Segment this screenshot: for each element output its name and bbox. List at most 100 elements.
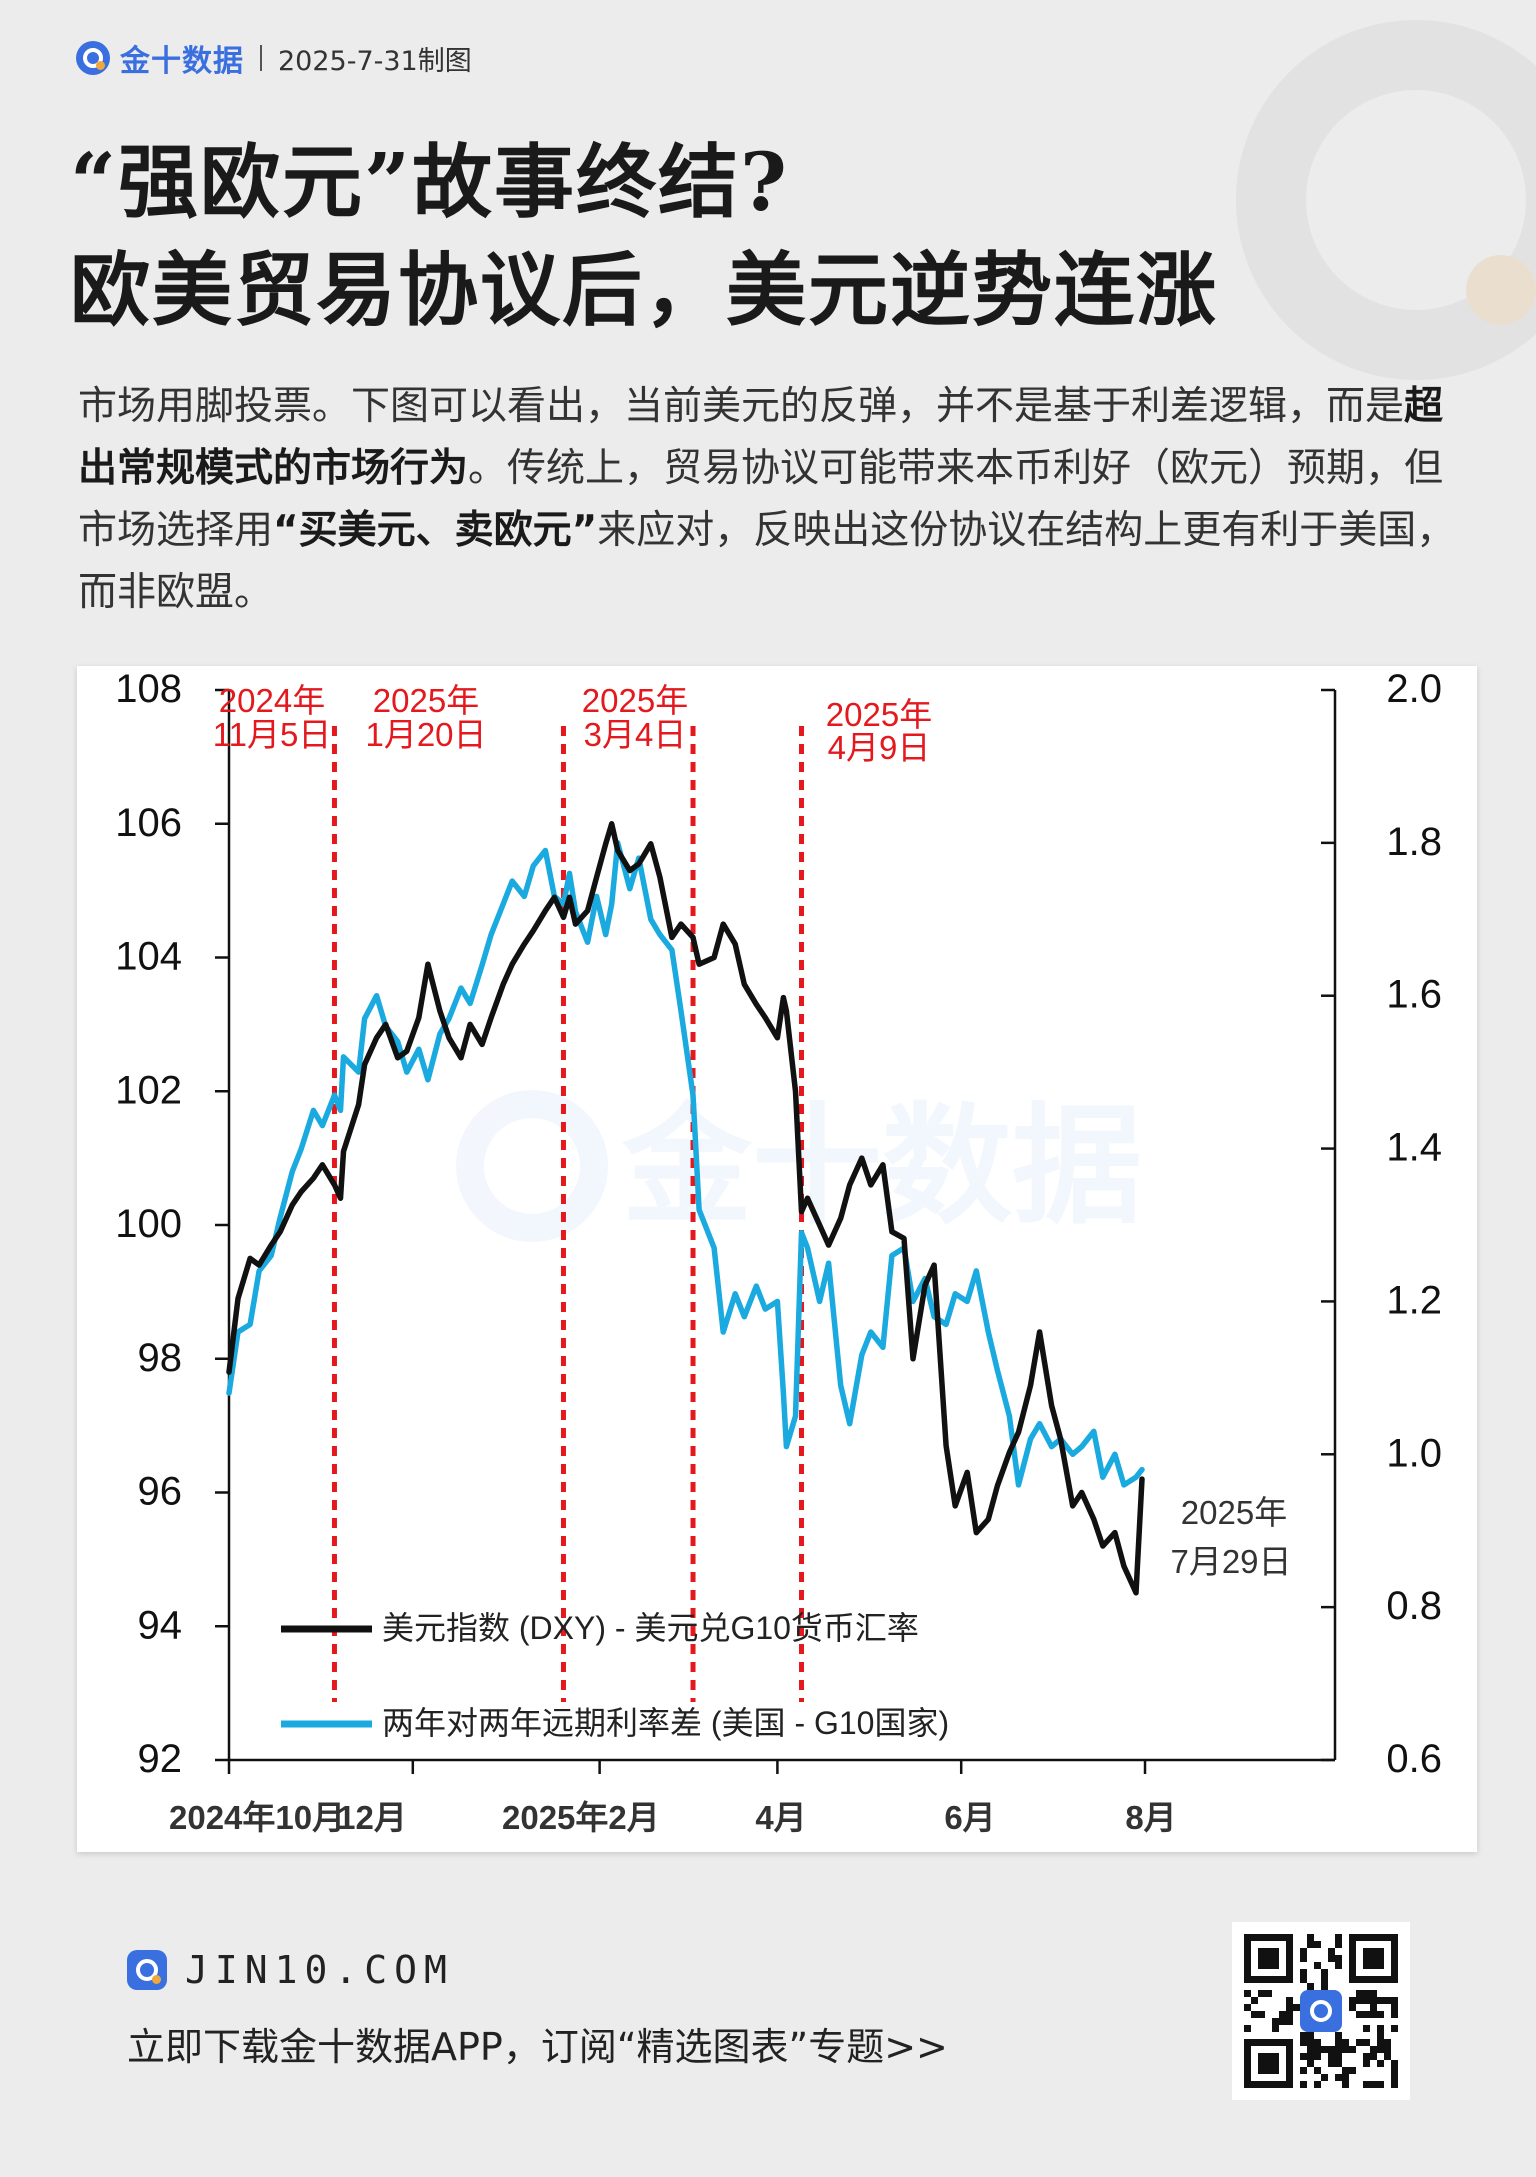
- qr-module: [1349, 2004, 1356, 2011]
- footer-cta[interactable]: 立即下载金十数据APP，订阅“精选图表”专题>>: [127, 2025, 948, 2069]
- qr-module: [1314, 1941, 1321, 1948]
- chart-axes: 108 106 104 102 100 98 96 94 92 2.0 1.8 1.6 1.4 1.2 1.…: [115, 667, 1442, 1836]
- qr-module: [1314, 2046, 1321, 2053]
- qr-module: [1265, 1990, 1272, 1997]
- line-chart: 金十数据 108 106 104 102 100 98 96 94 92 2.0 1.8 1.6 1.4…: [115, 667, 1442, 1836]
- qr-module: [1356, 2011, 1363, 2018]
- qr-finder-inner: [1258, 2053, 1279, 2074]
- right-tick-label: 1.2: [1386, 1278, 1442, 1322]
- qr-module: [1391, 2074, 1398, 2081]
- qr-module: [1300, 2053, 1307, 2060]
- qr-module: [1335, 2060, 1342, 2067]
- title-line-2: 欧美贸易协议后，美元逆势连涨: [70, 243, 1218, 337]
- legend-label: 美元指数 (DXY) - 美元兑G10货币汇率: [382, 1610, 919, 1646]
- series-lines: [226, 821, 1145, 1596]
- qr-module: [1286, 2018, 1293, 2025]
- description: 市场用脚投票。下图可以看出，当前美元的反弹，并不是基于利差逻辑，而是超出常规模式…: [78, 376, 1478, 624]
- qr-finder-inner: [1363, 1948, 1384, 1969]
- qr-module: [1314, 2039, 1321, 2046]
- qr-module: [1370, 2011, 1377, 2018]
- legend-label: 两年对两年远期利率差 (美国 - G10国家): [382, 1705, 949, 1741]
- qr-module: [1391, 2004, 1398, 2011]
- qr-module: [1356, 1990, 1363, 1997]
- qr-module: [1307, 1934, 1314, 1941]
- qr-module: [1314, 2053, 1321, 2060]
- qr-module: [1377, 2081, 1384, 2088]
- page-title: “强欧元”故事终结? 欧美贸易协议后，美元逆势连涨: [70, 128, 1218, 344]
- qr-module: [1321, 1969, 1328, 1976]
- header-brand: 金十数据 2025-7-31制图: [76, 38, 472, 79]
- left-tick-label: 92: [138, 1737, 183, 1781]
- event-label-year: 2025年: [373, 682, 479, 719]
- x-tick-label: 6月: [944, 1799, 995, 1836]
- event-label-year: 2025年: [582, 682, 688, 719]
- qr-module: [1258, 2011, 1265, 2018]
- qr-module: [1363, 1990, 1370, 1997]
- qr-module: [1370, 2004, 1377, 2011]
- jin10-logo-icon: [76, 41, 110, 75]
- qr-module: [1377, 1997, 1384, 2004]
- qr-module: [1377, 2046, 1384, 2053]
- qr-module: [1335, 1934, 1342, 1941]
- description-bold-1: 超出常规模式的市场行为: [78, 384, 1444, 491]
- brand-name: 金十数据: [120, 44, 244, 79]
- qr-module: [1377, 2032, 1384, 2039]
- left-tick-label: 108: [115, 667, 182, 711]
- qr-module: [1349, 2046, 1356, 2053]
- left-tick-label: 106: [115, 801, 182, 845]
- qr-module: [1335, 1941, 1342, 1948]
- qr-module: [1342, 2046, 1349, 2053]
- qr-module: [1342, 2074, 1349, 2081]
- qr-module: [1370, 1997, 1377, 2004]
- qr-module: [1377, 2025, 1384, 2032]
- qr-module: [1251, 1997, 1258, 2004]
- rate-differential-series-line: [226, 840, 1145, 1488]
- qr-module: [1391, 2060, 1398, 2067]
- right-tick-label: 1.4: [1386, 1126, 1442, 1170]
- qr-module: [1307, 2039, 1314, 2046]
- qr-module: [1391, 2025, 1398, 2032]
- qr-module: [1370, 2081, 1377, 2088]
- qr-module: [1377, 2039, 1384, 2046]
- qr-code[interactable]: [1232, 1922, 1410, 2100]
- qr-module: [1314, 2067, 1321, 2074]
- event-label-year: 2024年: [219, 682, 325, 719]
- qr-module: [1335, 2053, 1342, 2060]
- qr-module: [1349, 1997, 1356, 2004]
- qr-center-logo-ring: [1310, 2000, 1332, 2022]
- end-annotation-year: 2025年: [1181, 1494, 1287, 1531]
- right-tick-label: 2.0: [1386, 667, 1442, 711]
- qr-module: [1384, 2039, 1391, 2046]
- x-tick-label: 2024年10月: [169, 1799, 345, 1836]
- left-tick-label: 100: [115, 1202, 182, 1246]
- qr-module: [1307, 2053, 1314, 2060]
- brand-divider: [260, 45, 262, 71]
- qr-module: [1307, 2060, 1314, 2067]
- chart-date: 2025-7-31制图: [278, 45, 472, 77]
- qr-module: [1300, 2032, 1307, 2039]
- qr-module: [1272, 2025, 1279, 2032]
- qr-module: [1370, 2053, 1377, 2060]
- qr-module: [1328, 1948, 1335, 1955]
- qr-module: [1328, 2046, 1335, 2053]
- qr-module: [1335, 2039, 1342, 2046]
- qr-module: [1314, 1962, 1321, 1969]
- end-annotation-day: 7月29日: [1170, 1543, 1291, 1580]
- qr-module: [1293, 2004, 1300, 2011]
- qr-module: [1349, 2067, 1356, 2074]
- qr-module: [1363, 1997, 1370, 2004]
- qr-module: [1279, 2011, 1286, 2018]
- qr-module: [1335, 2032, 1342, 2039]
- qr-module: [1251, 2011, 1258, 2018]
- qr-module: [1307, 2032, 1314, 2039]
- qr-module: [1307, 1941, 1314, 1948]
- qr-module: [1335, 2046, 1342, 2053]
- qr-module: [1335, 2074, 1342, 2081]
- watermark: 金十数据: [456, 1090, 1142, 1242]
- qr-module: [1391, 2081, 1398, 2088]
- qr-module: [1377, 2060, 1384, 2067]
- event-label-day: 1月20日: [365, 716, 486, 753]
- qr-module: [1244, 1990, 1251, 1997]
- qr-module: [1300, 1976, 1307, 1983]
- qr-module: [1286, 2004, 1293, 2011]
